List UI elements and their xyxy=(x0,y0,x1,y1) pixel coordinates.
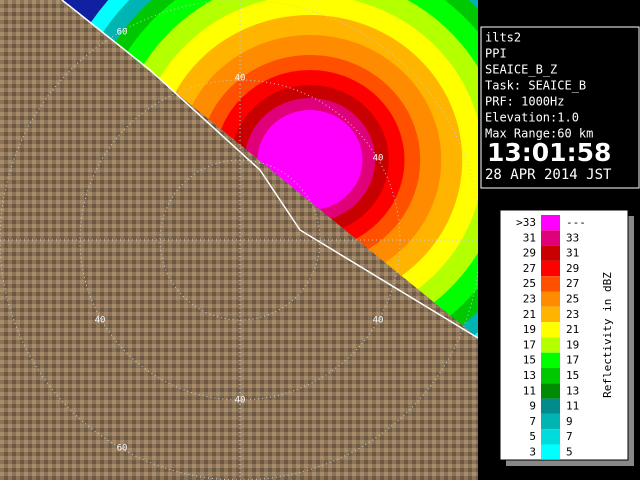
legend-high: 15 xyxy=(566,369,579,382)
legend-low: 17 xyxy=(523,338,536,351)
date: 28 APR 2014 JST xyxy=(485,167,612,183)
info-line: PRF: 1000Hz xyxy=(485,95,564,109)
legend-swatch xyxy=(541,429,560,445)
legend-high: --- xyxy=(566,216,586,229)
legend-swatch xyxy=(541,230,560,246)
legend-high: 29 xyxy=(566,262,579,275)
legend-low: 15 xyxy=(523,354,536,367)
land xyxy=(0,0,478,480)
ppi-map xyxy=(0,0,478,480)
legend-high: 19 xyxy=(566,338,579,351)
legend-high: 13 xyxy=(566,384,579,397)
legend-swatch xyxy=(541,444,560,460)
legend-box xyxy=(499,209,629,461)
legend-low: 3 xyxy=(529,446,536,459)
legend-low: 31 xyxy=(523,231,536,244)
legend-low: 13 xyxy=(523,369,536,382)
legend-high: 23 xyxy=(566,308,579,321)
range-label: 40 xyxy=(95,316,106,326)
legend-low: 19 xyxy=(523,323,536,336)
info-line: SEAICE_B_Z xyxy=(485,63,557,77)
info-line: Task: SEAICE_B xyxy=(485,79,586,93)
legend-swatch xyxy=(541,215,560,231)
range-label: 40 xyxy=(235,74,246,84)
legend-low: 27 xyxy=(523,262,536,275)
legend-swatch xyxy=(541,276,560,292)
legend-title: Reflectivity in dBZ xyxy=(601,272,614,398)
legend-low: 5 xyxy=(529,430,536,443)
legend-high: 7 xyxy=(566,430,573,443)
legend-high: 25 xyxy=(566,293,579,306)
legend-swatch xyxy=(541,337,560,353)
info-line: PPI xyxy=(485,47,507,61)
legend-low: 11 xyxy=(523,384,536,397)
range-rings xyxy=(0,0,478,480)
info-line: Max Range:60 km xyxy=(485,127,593,141)
legend-low: 21 xyxy=(523,308,536,321)
legend-swatch xyxy=(541,398,560,414)
range-label: 60 xyxy=(117,28,128,38)
legend-high: 31 xyxy=(566,247,579,260)
range-label: 40 xyxy=(235,396,246,406)
legend-swatch xyxy=(541,291,560,307)
legend-swatch xyxy=(541,368,560,384)
legend-swatch xyxy=(541,260,560,277)
legend-swatch xyxy=(541,413,560,430)
time: 13:01:58 xyxy=(487,138,611,167)
legend-low: 29 xyxy=(523,247,536,260)
info-box xyxy=(480,26,640,189)
range-label: 40 xyxy=(373,154,384,164)
legend-high: 11 xyxy=(566,400,579,413)
info-line: Elevation:1.0 xyxy=(485,111,579,125)
legend-high: 27 xyxy=(566,277,579,290)
range-label: 40 xyxy=(373,316,384,326)
legend-high: 17 xyxy=(566,354,579,367)
legend-low: 7 xyxy=(529,415,536,428)
legend-high: 5 xyxy=(566,446,573,459)
info-line: ilts2 xyxy=(485,31,521,45)
legend-swatch xyxy=(541,322,560,338)
legend-low: 23 xyxy=(523,293,536,306)
legend-swatch xyxy=(541,352,560,368)
legend-swatch xyxy=(541,245,560,261)
legend-low: >33 xyxy=(516,216,536,229)
legend-swatch xyxy=(541,383,560,399)
range-label: 60 xyxy=(117,444,128,454)
legend-high: 9 xyxy=(566,415,573,428)
coastline xyxy=(61,0,478,339)
legend-low: 9 xyxy=(529,400,536,413)
legend-high: 33 xyxy=(566,231,579,244)
legend-low: 25 xyxy=(523,277,536,290)
legend-swatch xyxy=(541,306,560,323)
legend-high: 21 xyxy=(566,323,579,336)
